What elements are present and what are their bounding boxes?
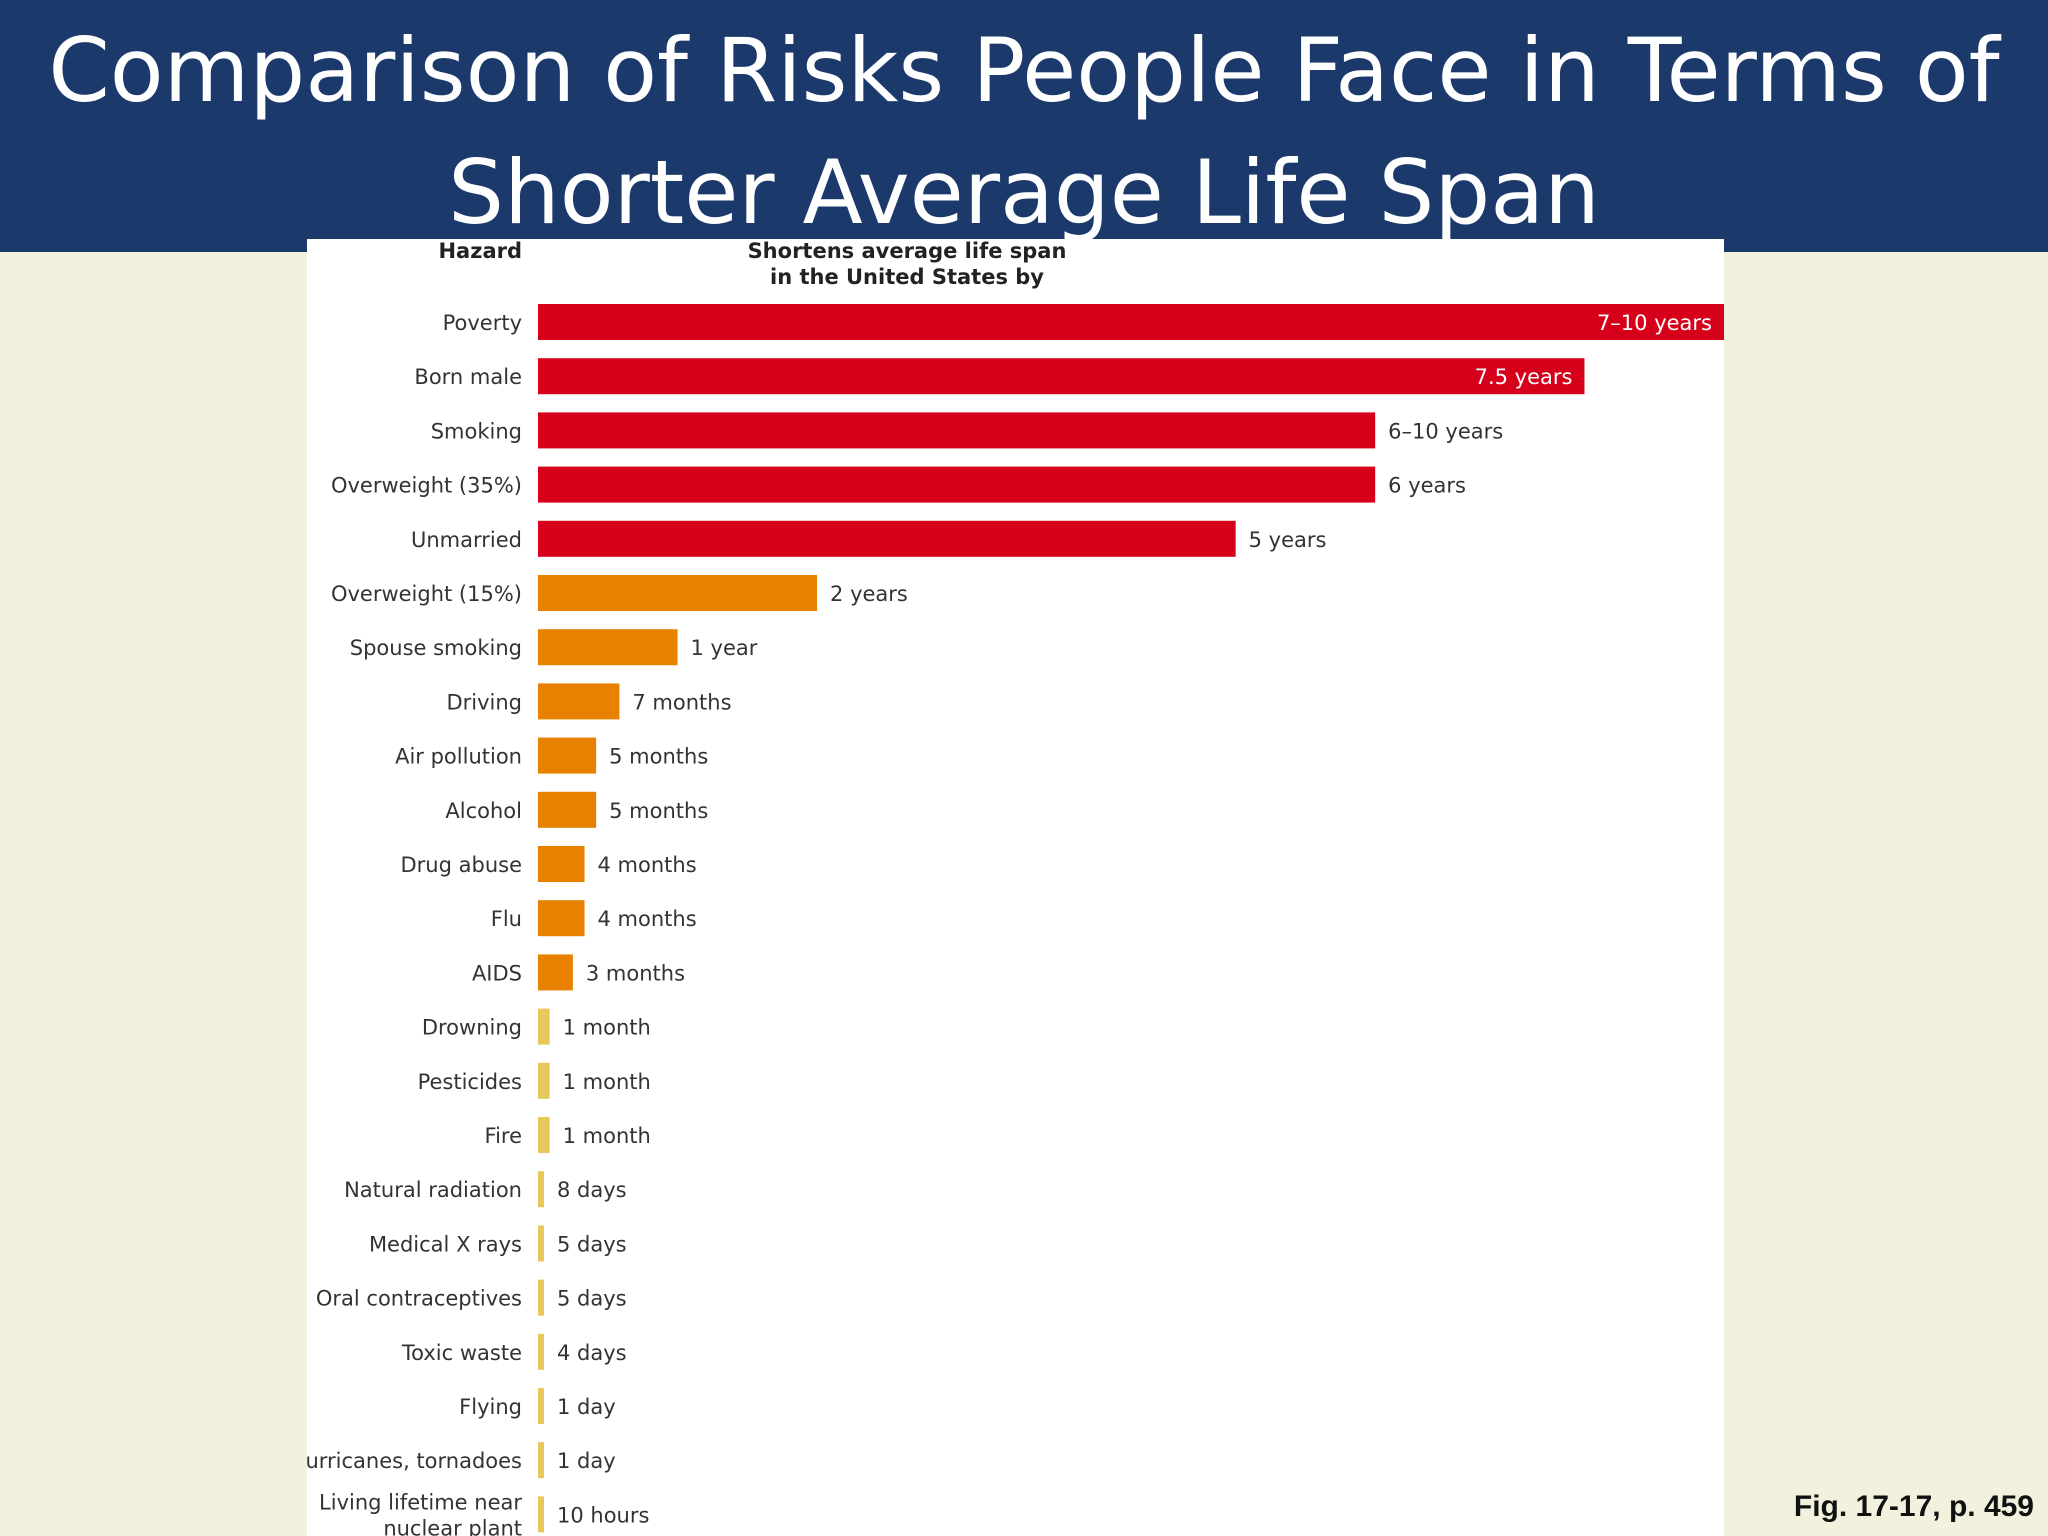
bar [538, 846, 585, 882]
category-label: Medical X rays [369, 1232, 522, 1256]
value-label: 1 day [557, 1395, 616, 1419]
category-label: Drowning [422, 1016, 522, 1040]
value-label: 5 months [609, 745, 708, 769]
value-label: 1 year [691, 636, 758, 660]
value-label: 7.5 years [1475, 365, 1573, 389]
category-label: nuclear plant [383, 1516, 522, 1536]
value-header-line: in the United States by [770, 265, 1044, 289]
chart-panel [307, 239, 1724, 1536]
value-label: 1 month [563, 1016, 651, 1040]
bar [538, 575, 818, 611]
value-label: 1 day [557, 1449, 616, 1473]
bar [538, 683, 620, 720]
category-label: Spouse smoking [350, 636, 522, 660]
bar [538, 1008, 550, 1045]
category-label: Fire [485, 1124, 522, 1148]
value-label: 8 days [557, 1178, 627, 1202]
category-label: AIDS [472, 961, 522, 985]
slide-title: Comparison of Risks People Face in Terms… [48, 19, 2000, 244]
value-label: 1 month [563, 1124, 651, 1148]
value-label: 4 months [598, 853, 697, 877]
value-label: 6 years [1388, 474, 1466, 498]
bar [538, 1279, 544, 1316]
value-label: 5 days [557, 1287, 627, 1311]
bar [538, 466, 1376, 503]
title-band [0, 0, 2048, 252]
bar [538, 954, 573, 991]
value-label: 2 years [830, 582, 908, 606]
bar [538, 900, 585, 937]
bar [538, 520, 1236, 557]
bar [538, 1388, 544, 1424]
bar [538, 1496, 544, 1533]
bar [538, 1333, 544, 1370]
category-label: Hurricanes, tornadoes [307, 1449, 522, 1473]
category-label: Oral contraceptives [316, 1287, 522, 1311]
category-header: Hazard [438, 239, 522, 263]
category-label: Born male [414, 365, 522, 389]
value-header-line: Shortens average life span [748, 239, 1067, 263]
value-label: 10 hours [557, 1503, 649, 1527]
category-label: Overweight (35%) [331, 474, 522, 498]
category-label: Poverty [443, 311, 522, 335]
bar [538, 1225, 544, 1262]
category-label: Flying [459, 1395, 522, 1419]
bar [538, 737, 597, 774]
value-label: 6–10 years [1388, 419, 1503, 443]
category-label: Drug abuse [401, 853, 523, 877]
bar [538, 1117, 550, 1153]
value-label: 7 months [632, 690, 731, 714]
bar [538, 412, 1376, 449]
value-label: 5 years [1249, 528, 1327, 552]
category-label: Pesticides [418, 1070, 522, 1094]
category-label: Flu [491, 907, 522, 931]
category-label: Air pollution [395, 745, 522, 769]
category-label: Unmarried [411, 528, 522, 552]
category-label: Alcohol [445, 799, 522, 823]
value-label: 4 days [557, 1341, 627, 1365]
category-label: Natural radiation [344, 1178, 522, 1202]
value-label: 5 months [609, 799, 708, 823]
bar [538, 358, 1585, 395]
bar [538, 791, 597, 828]
value-label: 1 month [563, 1070, 651, 1094]
bar [538, 304, 1724, 340]
value-label: 4 months [598, 907, 697, 931]
value-label: 5 days [557, 1232, 627, 1256]
bar [538, 629, 678, 666]
category-label: Smoking [431, 419, 522, 443]
category-label: Overweight (15%) [331, 582, 522, 606]
value-label: 3 months [586, 961, 685, 985]
category-label: Driving [446, 690, 522, 714]
category-label: Toxic waste [401, 1341, 522, 1365]
bar [538, 1171, 544, 1208]
figure-caption: Fig. 17-17, p. 459 [1793, 1490, 2034, 1523]
bar [538, 1442, 544, 1479]
value-label: 7–10 years [1597, 311, 1712, 335]
bar [538, 1062, 550, 1099]
category-label: Living lifetime near [319, 1490, 522, 1514]
